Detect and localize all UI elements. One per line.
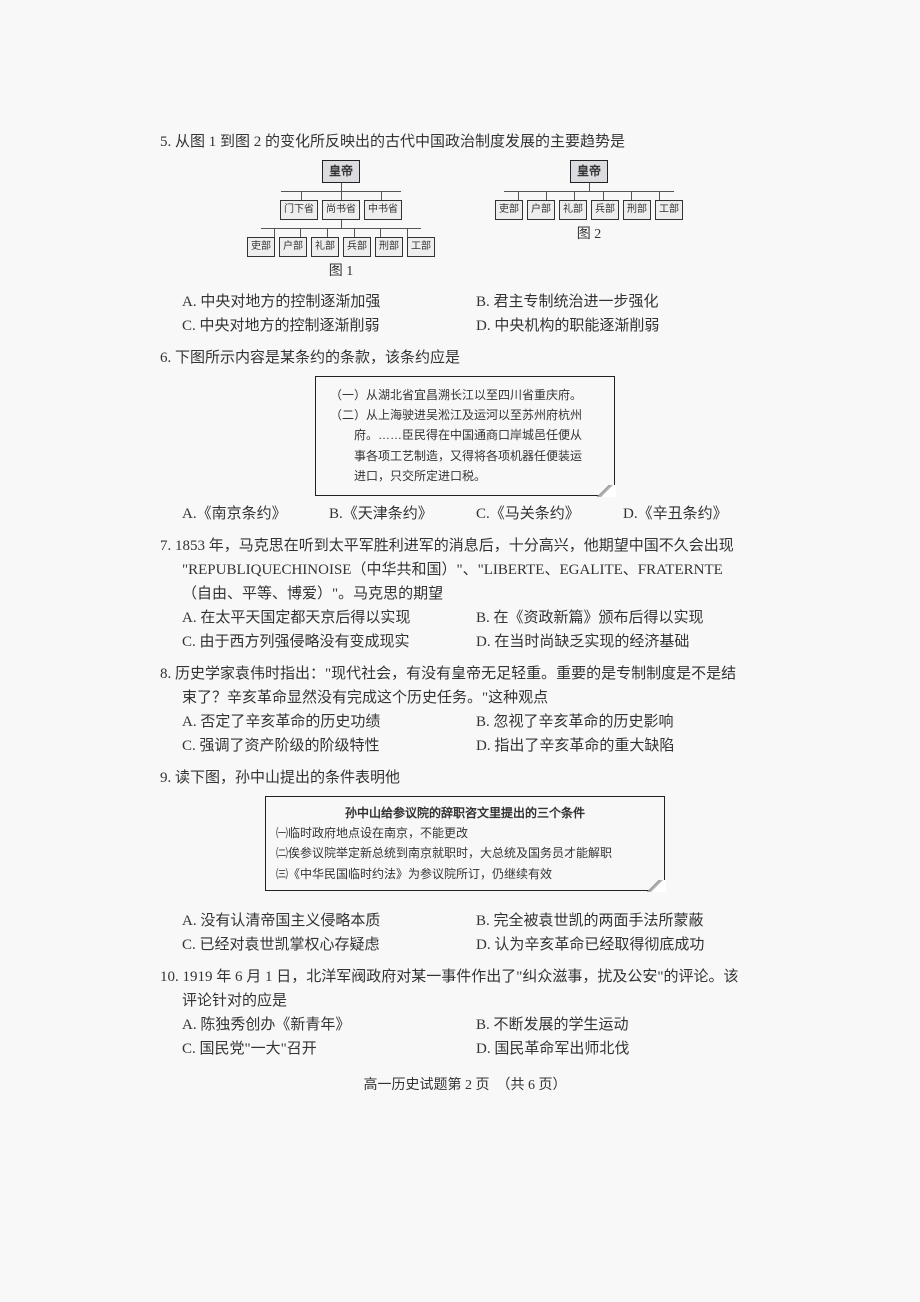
diag1-bot-row: 吏部 户部 礼部 兵部 刑部 工部: [247, 237, 435, 257]
q8-stem-2: 束了？辛亥革命显然没有完成这个历史任务。"这种观点: [160, 686, 770, 710]
question-7: 7. 1853 年，马克思在听到太平军胜利进军的消息后，十分高兴，他期望中国不久…: [160, 534, 770, 654]
diag1-mid-row: 门下省 尚书省 中书省: [280, 200, 402, 220]
diag1-mid-0: 门下省: [280, 200, 318, 220]
q5-opt-a: A. 中央对地方的控制逐渐加强: [182, 290, 476, 314]
q5-opt-b: B. 君主专制统治进一步强化: [476, 290, 770, 314]
diag1-top: 皇帝: [322, 160, 360, 183]
q6-box-line-1: （二）从上海驶进吴淞江及运河以至苏州府杭州: [330, 405, 604, 425]
q10-opt-c: C. 国民党"一大"召开: [182, 1037, 476, 1061]
diag1-mid-1: 尚书省: [322, 200, 360, 220]
q7-opt-c: C. 由于西方列强侵略没有变成现实: [182, 630, 476, 654]
q10-opt-b: B. 不断发展的学生运动: [476, 1013, 770, 1037]
connectors: [261, 229, 421, 237]
q6-box-line-2: 府。……臣民得在中国通商口岸城邑任便从: [330, 425, 604, 445]
q5-diagrams: 皇帝 门下省 尚书省 中书省 吏部 户部 礼部 兵部 刑部 工部: [160, 160, 770, 284]
diag1-label: 图 1: [329, 261, 354, 283]
q6-opts: A.《南京条约》 B.《天津条约》 C.《马关条约》 D.《辛丑条约》: [160, 502, 770, 526]
q5-opts-row1: A. 中央对地方的控制逐渐加强 B. 君主专制统治进一步强化: [160, 290, 770, 314]
q5-stem: 5. 从图 1 到图 2 的变化所反映出的古代中国政治制度发展的主要趋势是: [160, 130, 770, 154]
diag1-bot-5: 工部: [407, 237, 435, 257]
diag1-bot-4: 刑部: [375, 237, 403, 257]
q8-opt-c: C. 强调了资产阶级的阶级特性: [182, 734, 476, 758]
q9-opt-c: C. 已经对袁世凯掌权心存疑虑: [182, 933, 476, 957]
q7-opts-row1: A. 在太平天国定都天京后得以实现 B. 在《资政新篇》颁布后得以实现: [160, 606, 770, 630]
q6-box-line-0: （一）从湖北省宜昌溯长江以至四川省重庆府。: [330, 385, 604, 405]
q9-box-line-0: ㈠临时政府地点设在南京，不能更改: [276, 823, 654, 843]
q10-opt-a: A. 陈独秀创办《新青年》: [182, 1013, 476, 1037]
q8-opts-row1: A. 否定了辛亥革命的历史功绩 B. 忽视了辛亥革命的历史影响: [160, 710, 770, 734]
diag2-bot-0: 吏部: [495, 200, 523, 220]
diag1-bot-1: 户部: [279, 237, 307, 257]
q7-opt-b: B. 在《资政新篇》颁布后得以实现: [476, 606, 770, 630]
question-6: 6. 下图所示内容是某条约的条款，该条约应是 （一）从湖北省宜昌溯长江以至四川省…: [160, 346, 770, 526]
q6-treaty-box: （一）从湖北省宜昌溯长江以至四川省重庆府。 （二）从上海驶进吴淞江及运河以至苏州…: [315, 376, 615, 496]
q9-opts-row2: C. 已经对袁世凯掌权心存疑虑 D. 认为辛亥革命已经取得彻底成功: [160, 933, 770, 957]
diag2-bot-4: 刑部: [623, 200, 651, 220]
q7-opt-a: A. 在太平天国定都天京后得以实现: [182, 606, 476, 630]
q9-opt-a: A. 没有认清帝国主义侵略本质: [182, 909, 476, 933]
q8-stem-1: 8. 历史学家袁伟时指出："现代社会，有没有皇帝无足轻重。重要的是专制制度是不是…: [160, 662, 770, 686]
page-footer: 高一历史试题第 2 页 （共 6 页）: [160, 1075, 770, 1097]
connectors: [504, 192, 674, 200]
question-9: 9. 读下图，孙中山提出的条件表明他 孙中山给参议院的辞职咨文里提出的三个条件 …: [160, 766, 770, 958]
diag1-bot-3: 兵部: [343, 237, 371, 257]
diag2-bot-5: 工部: [655, 200, 683, 220]
q6-opt-a: A.《南京条约》: [182, 502, 329, 526]
q8-opt-d: D. 指出了辛亥革命的重大缺陷: [476, 734, 770, 758]
diagram-2: 皇帝 吏部 户部 礼部 兵部 刑部 工部 图 2: [495, 160, 683, 284]
q10-opts-row2: C. 国民党"一大"召开 D. 国民革命军出师北伐: [160, 1037, 770, 1061]
q6-opt-b: B.《天津条约》: [329, 502, 476, 526]
q6-stem: 6. 下图所示内容是某条约的条款，该条约应是: [160, 346, 770, 370]
q9-box-line-2: ㈢《中华民国临时约法》为参议院所订，仍继续有效: [276, 864, 654, 884]
connectors: [281, 192, 401, 200]
diag2-label: 图 2: [577, 224, 602, 246]
q5-opts-row2: C. 中央对地方的控制逐渐削弱 D. 中央机构的职能逐渐削弱: [160, 314, 770, 338]
q5-opt-c: C. 中央对地方的控制逐渐削弱: [182, 314, 476, 338]
q6-opt-d: D.《辛丑条约》: [623, 502, 770, 526]
diag1-bot-2: 礼部: [311, 237, 339, 257]
connector-line: [341, 183, 342, 191]
q9-sun-box: 孙中山给参议院的辞职咨文里提出的三个条件 ㈠临时政府地点设在南京，不能更改 ㈡俟…: [265, 796, 665, 892]
diagram-1: 皇帝 门下省 尚书省 中书省 吏部 户部 礼部 兵部 刑部 工部: [247, 160, 435, 284]
q6-box-line-3: 事各项工艺制造，又得将各项机器任便装运: [330, 446, 604, 466]
q7-stem-1: 7. 1853 年，马克思在听到太平军胜利进军的消息后，十分高兴，他期望中国不久…: [160, 534, 770, 558]
q7-stem-3: （自由、平等、博爱）"。马克思的期望: [160, 582, 770, 606]
q6-box-line-4: 进口，只交所定进口税。: [330, 466, 604, 486]
q8-opt-a: A. 否定了辛亥革命的历史功绩: [182, 710, 476, 734]
diag2-top: 皇帝: [570, 160, 608, 183]
q6-opt-c: C.《马关条约》: [476, 502, 623, 526]
diag2-bot-2: 礼部: [559, 200, 587, 220]
connector-line: [341, 220, 342, 228]
q8-opts-row2: C. 强调了资产阶级的阶级特性 D. 指出了辛亥革命的重大缺陷: [160, 734, 770, 758]
q7-opt-d: D. 在当时尚缺乏实现的经济基础: [476, 630, 770, 654]
q9-box-title: 孙中山给参议院的辞职咨文里提出的三个条件: [276, 803, 654, 823]
diag2-bot-row: 吏部 户部 礼部 兵部 刑部 工部: [495, 200, 683, 220]
q7-stem-2: "REPUBLIQUECHINOISE（中华共和国）"、"LIBERTE、EGA…: [160, 558, 770, 582]
q9-opt-b: B. 完全被袁世凯的两面手法所蒙蔽: [476, 909, 770, 933]
question-10: 10. 1919 年 6 月 1 日，北洋军阀政府对某一事件作出了"纠众滋事，扰…: [160, 965, 770, 1061]
q9-stem: 9. 读下图，孙中山提出的条件表明他: [160, 766, 770, 790]
q9-opts-row1: A. 没有认清帝国主义侵略本质 B. 完全被袁世凯的两面手法所蒙蔽: [160, 909, 770, 933]
q8-opt-b: B. 忽视了辛亥革命的历史影响: [476, 710, 770, 734]
q10-stem-2: 评论针对的应是: [160, 989, 770, 1013]
question-8: 8. 历史学家袁伟时指出："现代社会，有没有皇帝无足轻重。重要的是专制制度是不是…: [160, 662, 770, 758]
question-5: 5. 从图 1 到图 2 的变化所反映出的古代中国政治制度发展的主要趋势是 皇帝…: [160, 130, 770, 338]
diag2-bot-3: 兵部: [591, 200, 619, 220]
q5-opt-d: D. 中央机构的职能逐渐削弱: [476, 314, 770, 338]
q10-opts-row1: A. 陈独秀创办《新青年》 B. 不断发展的学生运动: [160, 1013, 770, 1037]
diag1-mid-2: 中书省: [364, 200, 402, 220]
q7-opts-row2: C. 由于西方列强侵略没有变成现实 D. 在当时尚缺乏实现的经济基础: [160, 630, 770, 654]
q10-opt-d: D. 国民革命军出师北伐: [476, 1037, 770, 1061]
diag2-bot-1: 户部: [527, 200, 555, 220]
q10-stem-1: 10. 1919 年 6 月 1 日，北洋军阀政府对某一事件作出了"纠众滋事，扰…: [160, 965, 770, 989]
diag1-bot-0: 吏部: [247, 237, 275, 257]
connector-line: [589, 183, 590, 191]
q9-box-line-1: ㈡俟参议院举定新总统到南京就职时，大总统及国务员才能解职: [276, 843, 654, 863]
q9-opt-d: D. 认为辛亥革命已经取得彻底成功: [476, 933, 770, 957]
